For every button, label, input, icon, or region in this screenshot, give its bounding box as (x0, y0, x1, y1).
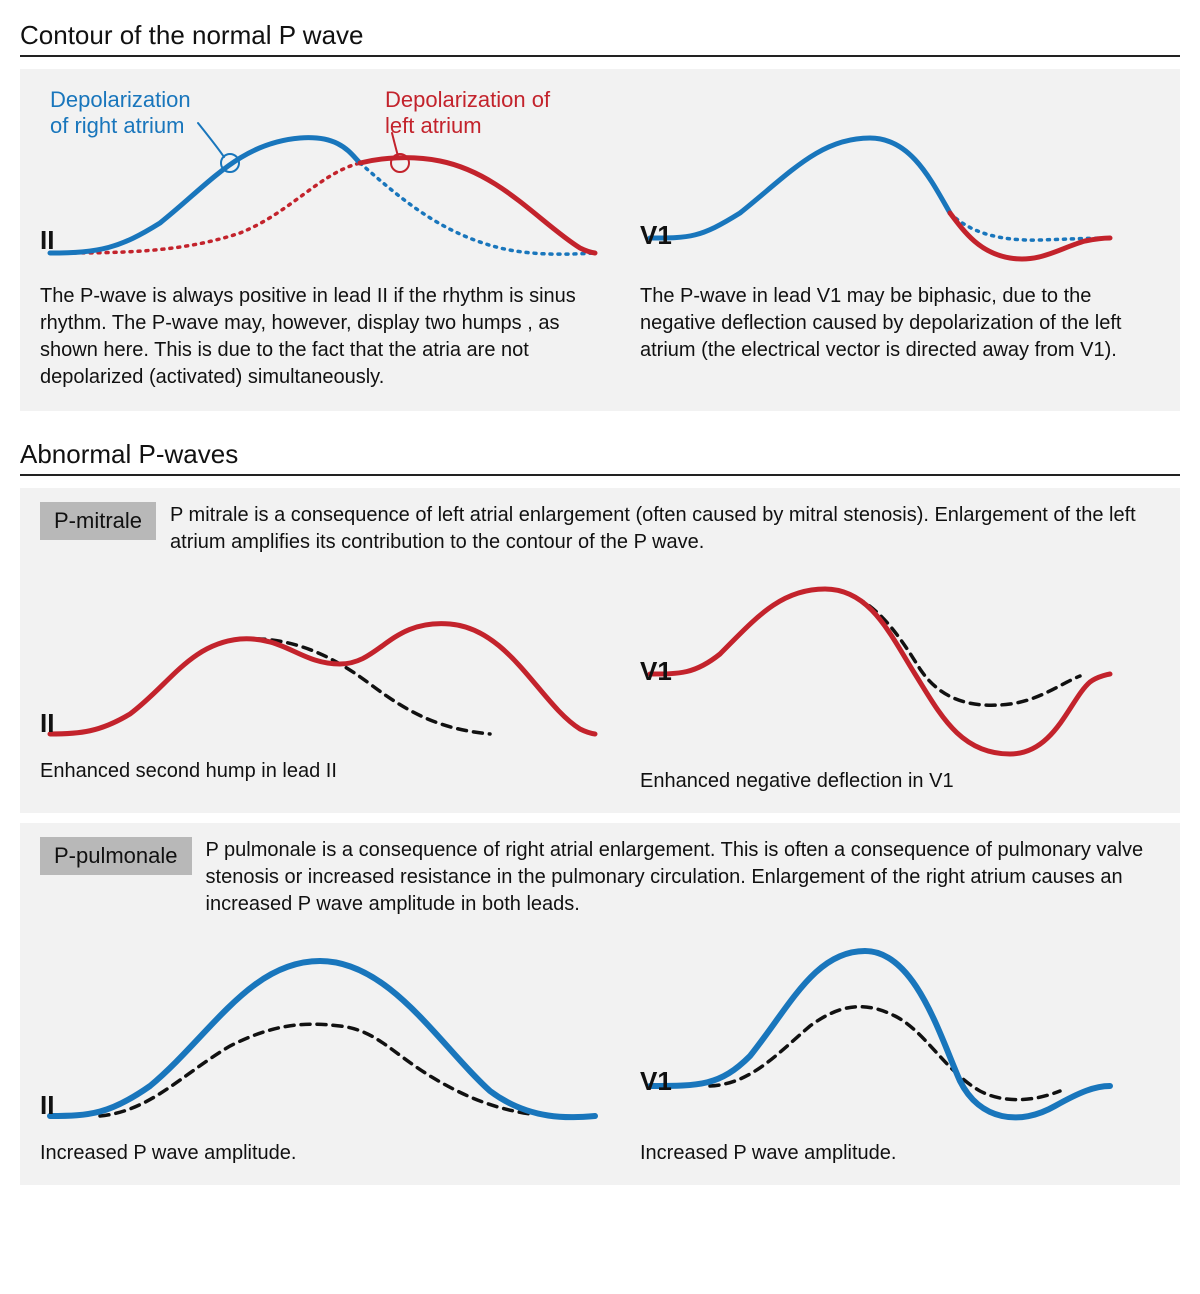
normal-leadV1-block: V1 The P-wave in lead V1 may be biphasic… (640, 83, 1160, 391)
normal-leadV1-chart: V1 (640, 83, 1120, 283)
rule (20, 474, 1180, 476)
svg-text:V1: V1 (640, 220, 672, 250)
rule (20, 55, 1180, 57)
mitrale-intro: P mitrale is a consequence of left atria… (170, 502, 1160, 556)
svg-text:Depolarization: Depolarization (50, 87, 191, 112)
pulmonale-leadII-caption: Increased P wave amplitude. (40, 1142, 600, 1165)
svg-text:II: II (40, 1090, 54, 1120)
mitrale-leadV1-caption: Enhanced negative deflection in V1 (640, 770, 1160, 793)
mitrale-panel: P-mitrale P mitrale is a consequence of … (20, 488, 1180, 813)
mitrale-leadII-block: II Enhanced second hump in lead II (40, 564, 600, 793)
pulmonale-leadV1-block: V1 Increased P wave amplitude. (640, 926, 1160, 1165)
mitrale-leadV1-block: V1 Enhanced negative deflection in V1 (640, 564, 1160, 793)
mitrale-leadV1-chart: V1 (640, 564, 1120, 764)
svg-text:of right atrium: of right atrium (50, 113, 185, 138)
mitrale-badge: P-mitrale (40, 502, 156, 540)
svg-text:V1: V1 (640, 1066, 672, 1096)
pulmonale-leadII-chart: II (40, 926, 600, 1136)
section-title-normal: Contour of the normal P wave (20, 20, 1180, 51)
normal-leadII-text: The P-wave is always positive in lead II… (40, 283, 600, 391)
normal-leadV1-text: The P-wave in lead V1 may be biphasic, d… (640, 283, 1160, 364)
svg-text:left atrium: left atrium (385, 113, 482, 138)
svg-text:II: II (40, 708, 54, 738)
pulmonale-badge: P-pulmonale (40, 837, 192, 875)
svg-text:II: II (40, 225, 54, 255)
normal-leadII-chart: Depolarizationof right atrium Depolarizat… (40, 83, 600, 283)
svg-text:Depolarization of: Depolarization of (385, 87, 551, 112)
pulmonale-panel: P-pulmonale P pulmonale is a consequence… (20, 823, 1180, 1185)
normal-panel: Depolarizationof right atrium Depolarizat… (20, 69, 1180, 411)
pulmonale-intro: P pulmonale is a consequence of right at… (206, 837, 1160, 918)
mitrale-leadII-chart: II (40, 564, 600, 754)
section-title-abnormal: Abnormal P-waves (20, 439, 1180, 470)
mitrale-leadII-caption: Enhanced second hump in lead II (40, 760, 600, 783)
pulmonale-leadV1-caption: Increased P wave amplitude. (640, 1142, 1160, 1165)
pulmonale-leadV1-chart: V1 (640, 926, 1120, 1136)
normal-leadII-block: Depolarizationof right atrium Depolarizat… (40, 83, 600, 391)
svg-text:V1: V1 (640, 656, 672, 686)
pulmonale-leadII-block: II Increased P wave amplitude. (40, 926, 600, 1165)
